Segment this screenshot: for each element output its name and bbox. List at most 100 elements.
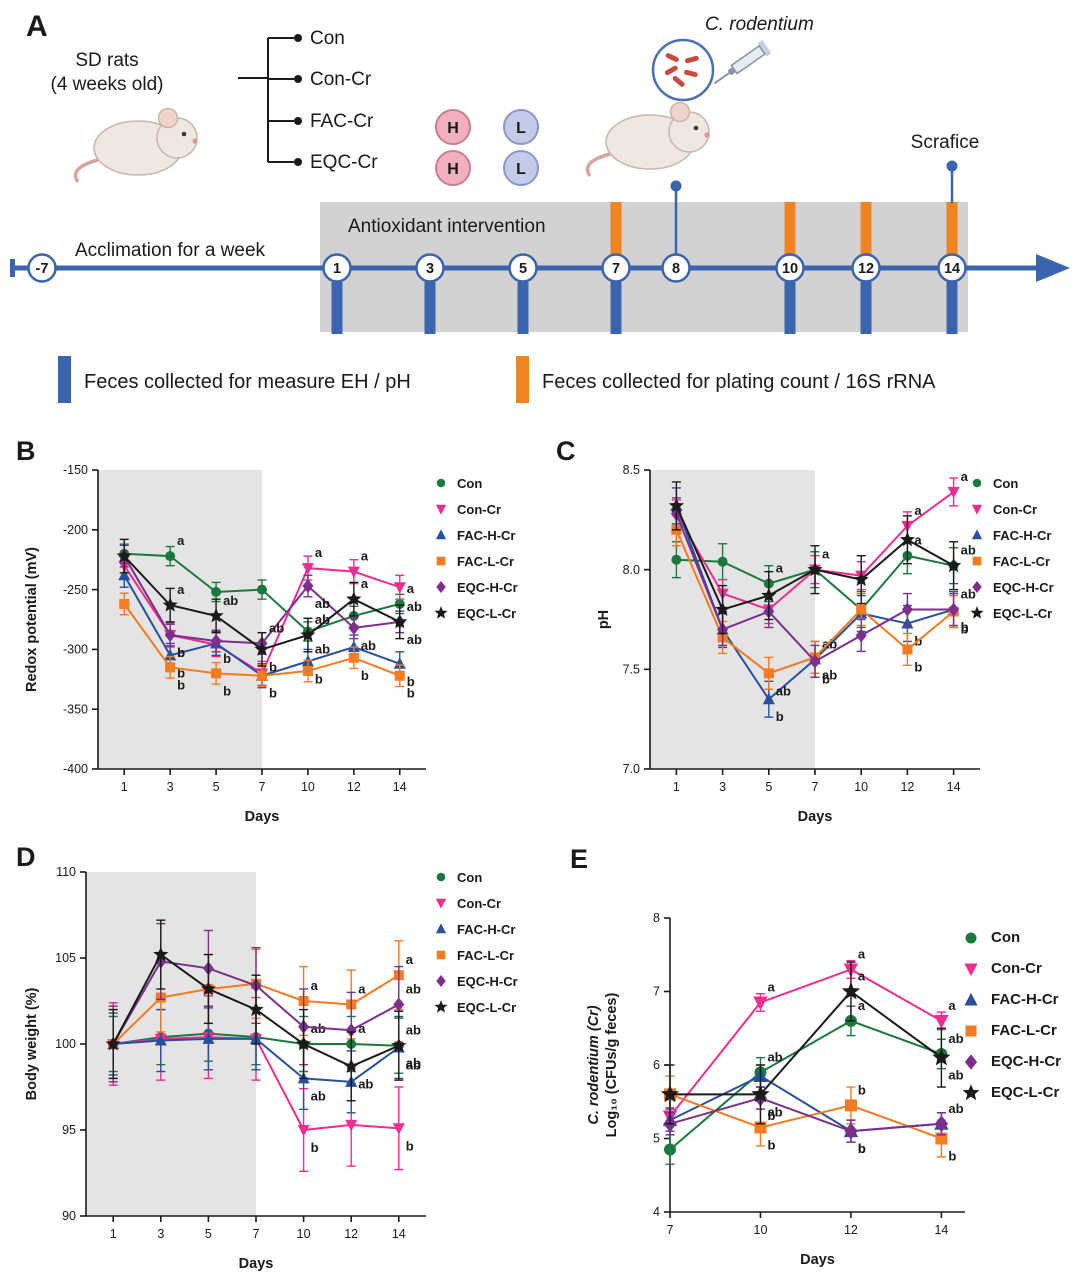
bullet-icon (294, 34, 302, 42)
significance-letter: a (406, 952, 414, 967)
legend-item-EQC-L-Cr: EQC-L-Cr (432, 994, 518, 1020)
svg-text:Days: Days (239, 1256, 274, 1272)
chart-D-svg: 110 105 100 95 90 1 3 5 7 10 12 14 Days Body weight (… (24, 865, 426, 1272)
cfu-chart-legend: Con Con-Cr FAC-H-Cr FAC-L-Cr EQC-H-Cr EQC-L-C… (960, 922, 1061, 1108)
syringe-icon (713, 40, 772, 85)
legend-item-EQC-H-Cr: EQC-H-Cr (968, 574, 1054, 600)
significance-letter: b (407, 686, 415, 701)
legend-label: EQC-L-Cr (991, 1084, 1060, 1101)
svg-text:110: 110 (56, 865, 76, 879)
legend-label: EQC-L-Cr (993, 605, 1053, 621)
timeline-day: 5 (519, 261, 527, 277)
legend-label: EQC-H-Cr (991, 1053, 1061, 1070)
legend-label: Con (991, 929, 1021, 946)
rrna-legend-label: Feces collected for plating count / 16S … (542, 371, 936, 393)
legend-item-EQC-H-Cr: EQC-H-Cr (432, 574, 518, 600)
timeline-day: 3 (426, 261, 434, 277)
legend-label: Con-Cr (457, 895, 502, 911)
svg-text:3: 3 (157, 1227, 164, 1241)
group-tree-bracket (238, 37, 294, 163)
svg-text:-350: -350 (63, 702, 88, 716)
legend-item-Con-Cr: Con-Cr (432, 496, 518, 522)
rats-label-line1: SD rats (75, 50, 138, 71)
svg-text:14: 14 (392, 1227, 406, 1241)
significance-letter: ab (311, 1088, 326, 1103)
svg-text:7: 7 (653, 985, 660, 999)
significance-letter: a (858, 969, 866, 984)
legend-item-FAC-H-Cr: FAC-H-Cr (432, 522, 518, 548)
timeline-day: 12 (858, 261, 874, 277)
rat-icon (73, 106, 200, 184)
svg-text:Days: Days (245, 809, 280, 825)
axes: 110 105 100 95 90 1 3 5 7 10 12 14 Days Body weight (… (24, 865, 426, 1272)
svg-text:7: 7 (259, 780, 266, 794)
legend-label: EQC-H-Cr (993, 579, 1054, 595)
sacrifice-label: Scrafice (911, 132, 980, 153)
significance-letter: ab (407, 632, 422, 647)
panel-a-label: A (26, 10, 48, 43)
legend-item-Con-Cr: Con-Cr (432, 890, 518, 916)
svg-text:14: 14 (393, 780, 407, 794)
significance-letter: ab (961, 587, 976, 602)
significance-letter: b (858, 1082, 866, 1097)
significance-letter: a (177, 533, 185, 548)
svg-text:3: 3 (167, 780, 174, 794)
svg-text:1: 1 (121, 780, 128, 794)
significance-letter: b (961, 622, 969, 637)
significance-letter: b (767, 1108, 775, 1123)
series-FAC-L-Cr: bbb (664, 1075, 956, 1164)
eh-ph-legend-label: Feces collected for measure EH / pH (84, 371, 411, 393)
legend-item-FAC-L-Cr: FAC-L-Cr (432, 548, 518, 574)
group-label-fac-cr: FAC-Cr (310, 111, 374, 132)
significance-letter: ab (961, 543, 976, 558)
panel-b: B -150 -200 -250 -300 -350 -400 1 3 5 7 10 12 14 Days… (0, 436, 540, 834)
svg-text:10: 10 (297, 1227, 311, 1241)
legend-label: Con (457, 869, 483, 885)
legend-item-FAC-L-Cr: FAC-L-Cr (968, 548, 1054, 574)
legend-item-Con: Con (968, 470, 1054, 496)
legend-label: FAC-L-Cr (993, 553, 1051, 569)
svg-text:12: 12 (344, 1227, 358, 1241)
significance-letter: ab (315, 641, 330, 656)
svg-text:pH: pH (596, 610, 612, 629)
svg-text:12: 12 (347, 780, 361, 794)
svg-text:5: 5 (653, 1132, 660, 1146)
group-label-con: Con (310, 28, 345, 49)
arrowhead-icon (1036, 254, 1070, 282)
svg-text:Body weight (%): Body weight (%) (24, 987, 40, 1100)
experimental-design-diagram: A SD rats (4 weeks old) Con Con-Cr FAC-C… (10, 10, 1070, 403)
series-FAC-H-Cr: b ab (662, 1064, 964, 1156)
svg-text:5: 5 (765, 780, 772, 794)
rrna-legend-swatch (516, 356, 529, 403)
significance-letter: ab (223, 593, 238, 608)
svg-text:4: 4 (653, 1205, 660, 1219)
significance-letter: ab (767, 1049, 782, 1064)
timeline-day: -7 (36, 261, 49, 277)
bullet-icon (294, 158, 302, 166)
legend-label: EQC-H-Cr (457, 973, 518, 989)
significance-letter: ab (315, 612, 330, 627)
ph-chart: 8.5 8.0 7.5 7.0 1 3 5 7 10 12 14 Days pH a a a a a b ab b b ab… (592, 448, 992, 838)
legend-item-FAC-H-Cr: FAC-H-Cr (968, 522, 1054, 548)
significance-letter: ab (361, 638, 376, 653)
significance-letter: ab (269, 620, 284, 635)
significance-letter: a (407, 581, 415, 596)
bullet-icon (294, 75, 302, 83)
significance-letter: a (767, 980, 775, 995)
significance-letter: ab (948, 1101, 963, 1116)
significance-letter: a (315, 545, 323, 560)
significance-letter: a (177, 582, 185, 597)
legend-label: Con (457, 475, 483, 491)
legend-item-Con: Con (960, 922, 1061, 953)
ph-chart-legend: Con Con-Cr FAC-H-Cr FAC-L-Cr EQC-H-Cr EQC-L-C… (968, 470, 1054, 626)
svg-text:Days: Days (798, 809, 833, 825)
significance-letter: ab (948, 1031, 963, 1046)
redox-chart: -150 -200 -250 -300 -350 -400 1 3 5 7 10 12 14 Days Re… (20, 448, 438, 838)
series-EQC-L-Cr: ab (668, 481, 976, 635)
group-label-eqc-cr: EQC-Cr (310, 152, 378, 173)
